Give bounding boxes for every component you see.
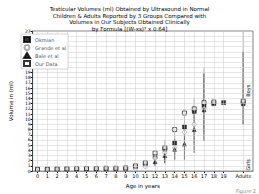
svg-text:24: 24 bbox=[24, 44, 31, 50]
svg-text:16: 16 bbox=[25, 86, 31, 91]
svg-text:5: 5 bbox=[85, 173, 88, 179]
svg-text:17: 17 bbox=[25, 80, 31, 85]
svg-text:19: 19 bbox=[220, 173, 226, 179]
svg-text:11: 11 bbox=[25, 112, 31, 117]
svg-text:Boys: Boys bbox=[245, 84, 252, 96]
svg-text:Our Data: Our Data bbox=[35, 61, 58, 67]
svg-text:Testicular Volumes (ml) Obtain: Testicular Volumes (ml) Obtained by Ultr… bbox=[49, 6, 210, 13]
svg-text:10: 10 bbox=[132, 173, 138, 179]
svg-text:12: 12 bbox=[25, 106, 31, 111]
svg-text:14: 14 bbox=[171, 173, 177, 179]
svg-text:7: 7 bbox=[104, 173, 107, 179]
svg-text:Children & Adults Reported by: Children & Adults Reported by 3 Groups C… bbox=[52, 12, 207, 19]
svg-text:8: 8 bbox=[28, 127, 31, 132]
svg-text:9: 9 bbox=[124, 173, 127, 179]
svg-text:14: 14 bbox=[25, 96, 31, 101]
svg-text:13: 13 bbox=[25, 101, 31, 106]
svg-text:1: 1 bbox=[46, 173, 49, 179]
svg-text:12: 12 bbox=[152, 173, 158, 179]
svg-text:0: 0 bbox=[36, 173, 39, 179]
svg-text:15: 15 bbox=[181, 173, 187, 179]
svg-text:3: 3 bbox=[65, 173, 68, 179]
svg-text:4: 4 bbox=[75, 173, 78, 179]
svg-text:15: 15 bbox=[25, 91, 31, 96]
svg-text:Volumes in Our Subjects Obtain: Volumes in Our Subjects Obtained Clinica… bbox=[69, 19, 190, 26]
svg-text:7: 7 bbox=[28, 132, 31, 137]
svg-text:Volume in (ml): Volume in (ml) bbox=[8, 81, 14, 121]
svg-text:13: 13 bbox=[162, 173, 168, 179]
svg-text:10: 10 bbox=[25, 117, 31, 122]
svg-text:11: 11 bbox=[142, 173, 148, 179]
svg-text:4: 4 bbox=[28, 148, 31, 153]
svg-text:18: 18 bbox=[211, 173, 217, 179]
svg-text:3: 3 bbox=[28, 153, 31, 158]
svg-text:Girls: Girls bbox=[245, 159, 251, 171]
svg-text:by Formula [(W-xs)³ x 0.64]: by Formula [(W-xs)³ x 0.64] bbox=[92, 26, 168, 33]
svg-text:16: 16 bbox=[191, 173, 197, 179]
svg-text:27: 27 bbox=[25, 29, 31, 34]
svg-text:8: 8 bbox=[114, 173, 117, 179]
svg-text:19: 19 bbox=[25, 70, 31, 75]
svg-text:Bale et al: Bale et al bbox=[35, 53, 59, 59]
svg-text:Age in years: Age in years bbox=[126, 183, 160, 190]
svg-text:2: 2 bbox=[56, 173, 59, 179]
svg-text:6: 6 bbox=[95, 173, 98, 179]
svg-text:9: 9 bbox=[28, 122, 31, 127]
svg-text:17: 17 bbox=[201, 173, 207, 179]
svg-text:18: 18 bbox=[25, 75, 31, 80]
svg-text:Okmian: Okmian bbox=[35, 37, 54, 43]
svg-text:1: 1 bbox=[28, 163, 31, 168]
svg-text:2: 2 bbox=[28, 158, 31, 163]
svg-text:Grande et al: Grande et al bbox=[35, 45, 66, 51]
svg-text:0: 0 bbox=[28, 169, 31, 174]
svg-text:6: 6 bbox=[28, 137, 31, 142]
svg-text:5: 5 bbox=[28, 143, 31, 148]
svg-text:Adults: Adults bbox=[235, 173, 251, 179]
svg-text:Figure 2: Figure 2 bbox=[236, 188, 256, 194]
